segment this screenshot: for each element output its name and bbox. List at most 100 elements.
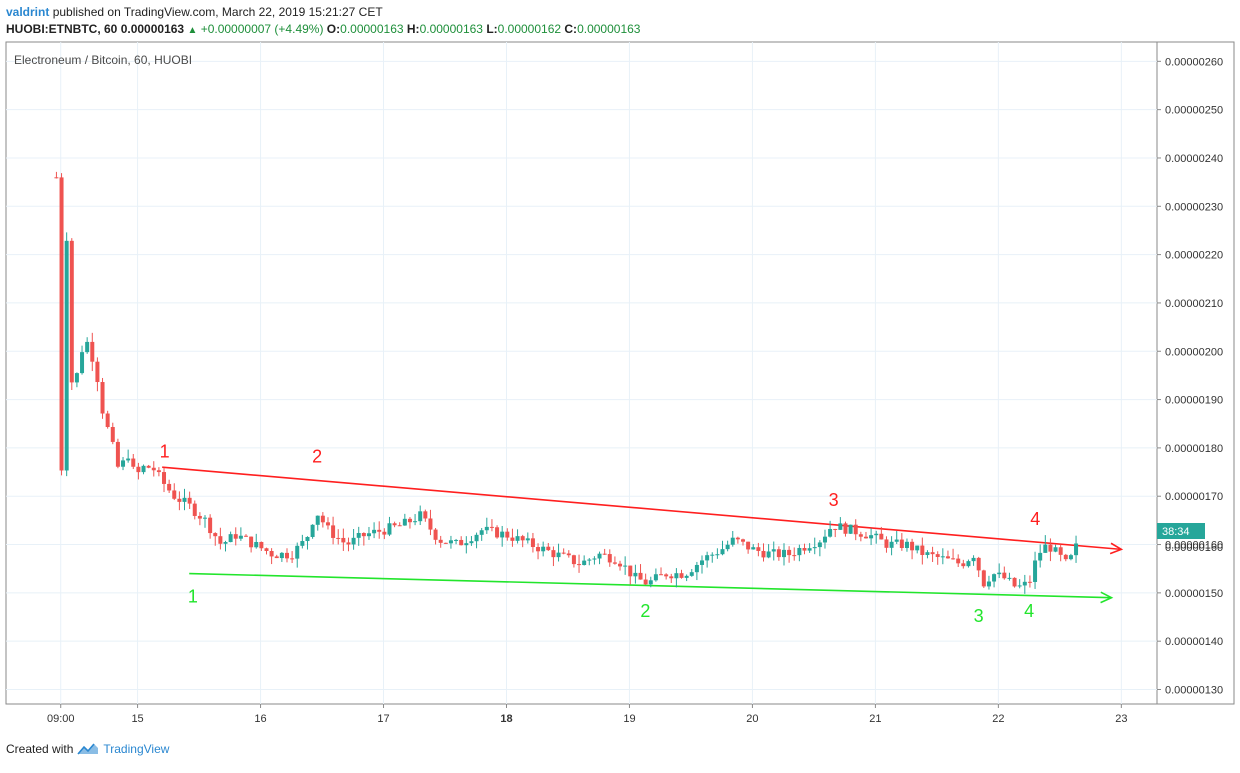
candle-body xyxy=(863,536,868,539)
candle-body xyxy=(679,573,684,578)
change-value: +0.00000007 (+4.49%) xyxy=(200,22,324,36)
y-tick-label: 0.00000250 xyxy=(1165,105,1223,117)
open-value: 0.00000163 xyxy=(340,22,404,36)
close-label: C: xyxy=(564,22,578,36)
y-tick-label: 0.00000140 xyxy=(1165,636,1223,648)
candle-body xyxy=(177,498,182,502)
candle-body xyxy=(428,518,433,530)
candle-body xyxy=(899,539,904,548)
candle-body xyxy=(413,521,418,523)
candle-body xyxy=(730,537,735,545)
y-tick-label: 0.00000130 xyxy=(1165,685,1223,697)
y-tick-label: 0.00000210 xyxy=(1165,298,1223,310)
candle-body xyxy=(1043,544,1048,553)
candle-body xyxy=(705,555,710,561)
x-tick-label: 18 xyxy=(500,713,512,725)
candle-body xyxy=(274,556,279,559)
candle-body xyxy=(295,545,300,559)
price-axis[interactable]: 0.00000260 0.00000250 0.00000240 0.00000230… xyxy=(1157,56,1223,697)
candle-body xyxy=(254,541,259,548)
candle-body xyxy=(320,515,325,523)
candle-body xyxy=(197,515,202,519)
y-tick-label: 0.00000180 xyxy=(1165,443,1223,455)
candle-body xyxy=(848,524,853,534)
candles xyxy=(54,171,1079,594)
candle-body xyxy=(607,554,612,563)
candle-body xyxy=(582,560,587,566)
candle-body xyxy=(940,556,945,558)
published-text: published on TradingView.com, March 22, … xyxy=(52,5,383,19)
candle-body xyxy=(325,522,330,526)
x-tick-label: 09:00 xyxy=(47,713,75,725)
candle-body xyxy=(233,534,238,539)
candle-body xyxy=(402,518,407,526)
tradingview-link[interactable]: TradingView xyxy=(103,742,170,756)
last-price: 0.00000163 xyxy=(120,22,185,36)
candle-body xyxy=(479,530,484,535)
candle-body xyxy=(454,539,459,541)
candle-body xyxy=(1063,554,1068,560)
time-axis[interactable]: 09:00 15 16 17 18 19 20 21 22 23 xyxy=(47,704,1128,725)
candle-body xyxy=(500,531,505,538)
candle-body xyxy=(894,539,899,542)
candle-body xyxy=(74,373,79,383)
candle-body xyxy=(869,535,874,539)
candle-body xyxy=(192,503,197,516)
candle-body xyxy=(243,535,248,537)
candle-body xyxy=(397,525,402,527)
high-label: H: xyxy=(406,22,420,36)
candle-body xyxy=(930,552,935,555)
candle-body xyxy=(331,525,336,538)
candle-body xyxy=(874,533,879,536)
candle-body xyxy=(1002,572,1007,579)
candle-body xyxy=(443,542,448,544)
candle-body xyxy=(346,542,351,545)
candle-body xyxy=(366,533,371,537)
candle-body xyxy=(382,531,387,535)
candle-body xyxy=(858,534,863,537)
candle-body xyxy=(64,240,69,471)
candle-body xyxy=(945,556,950,559)
candle-body xyxy=(208,517,213,534)
publish-info: valdrint published on TradingView.com, M… xyxy=(6,5,383,19)
candle-body xyxy=(756,547,761,551)
candle-body xyxy=(920,545,925,555)
y-tick-label: 0.00000230 xyxy=(1165,201,1223,213)
candle-body xyxy=(85,341,90,353)
candle-body xyxy=(612,562,617,564)
candle-body xyxy=(300,541,305,546)
candle-body xyxy=(546,546,551,551)
candle-body xyxy=(315,515,320,525)
candle-body xyxy=(833,528,838,530)
candle-body xyxy=(822,536,827,543)
candle-body xyxy=(505,531,510,538)
candle-body xyxy=(213,533,218,537)
candle-body xyxy=(59,177,64,471)
annotations: 1 2 3 4 1 2 3 4 xyxy=(160,442,1041,626)
candle-body xyxy=(336,537,341,539)
candle-body xyxy=(1074,543,1079,556)
candle-body xyxy=(956,558,961,564)
candle-body xyxy=(418,511,423,522)
candle-body xyxy=(556,552,561,558)
candle-body xyxy=(807,548,812,551)
candle-body xyxy=(162,472,167,484)
candle-body xyxy=(1033,560,1038,582)
candle-body xyxy=(648,580,653,585)
grid xyxy=(6,42,1157,704)
candle-body xyxy=(751,547,756,550)
high-value: 0.00000163 xyxy=(419,22,483,36)
candle-body xyxy=(904,541,909,548)
candle-body xyxy=(131,458,136,467)
x-tick-label: 20 xyxy=(746,713,758,725)
candle-body xyxy=(1068,555,1073,560)
candle-body xyxy=(592,558,597,560)
candle-body xyxy=(659,574,664,576)
candle-body xyxy=(279,552,284,559)
candle-body xyxy=(105,413,110,428)
author-link[interactable]: valdrint xyxy=(6,5,50,19)
candle-body xyxy=(879,533,884,540)
candle-body xyxy=(541,546,546,552)
